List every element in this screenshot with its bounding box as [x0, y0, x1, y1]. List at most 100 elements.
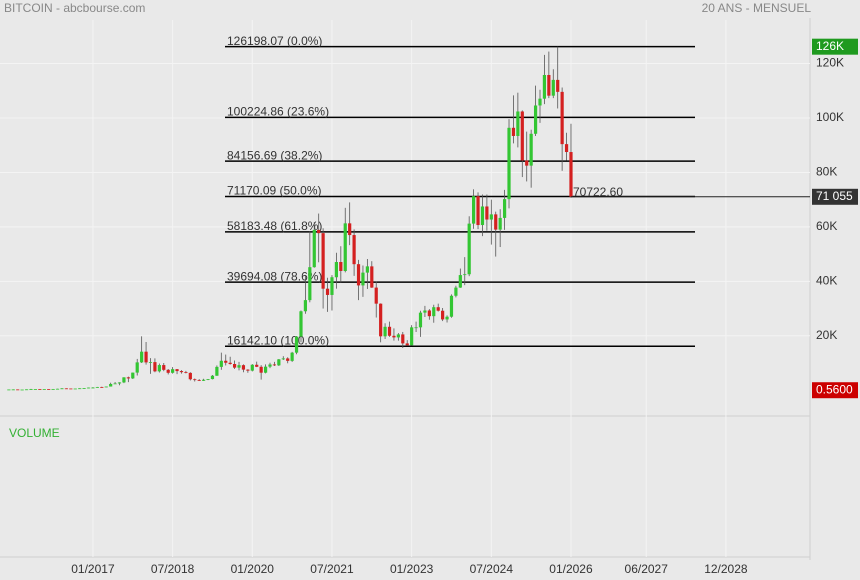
candle-body: [135, 362, 139, 373]
candle-body: [197, 380, 201, 381]
volume-label: VOLUME: [9, 426, 60, 440]
candle-body: [24, 389, 29, 391]
candle-body: [104, 386, 108, 388]
period-label: 20 ANS - MENSUEL: [702, 1, 812, 15]
candle-body: [11, 389, 15, 391]
x-tick-label: 06/2027: [625, 562, 669, 576]
candle-body: [193, 379, 197, 381]
candle-body: [383, 326, 387, 337]
candle-body: [95, 386, 99, 388]
candle-body: [361, 272, 365, 286]
candle-body: [423, 310, 427, 313]
y-tick-label: 100K: [816, 110, 844, 124]
start-price-box: [812, 382, 858, 399]
x-tick-label: 01/2026: [549, 562, 593, 576]
x-tick-label: 12/2028: [704, 562, 748, 576]
candle-body: [175, 369, 179, 372]
candle-body: [263, 366, 268, 373]
chart-title: BITCOIN - abcbourse.com: [4, 1, 145, 15]
candle-body: [219, 360, 223, 367]
candle-body: [215, 366, 219, 376]
last-price: 71 055: [816, 189, 853, 203]
candle-body: [303, 300, 308, 312]
candle-body: [330, 277, 334, 295]
candle-body: [250, 364, 254, 371]
candle-body: [458, 275, 462, 288]
candle-body: [82, 388, 86, 390]
candle-body: [86, 387, 91, 389]
x-tick-label: 07/2018: [151, 562, 195, 576]
fib-label: 126198.07 (0.0%): [227, 34, 322, 48]
candle-body: [109, 383, 113, 387]
candle-body: [370, 266, 374, 288]
candle-body: [432, 307, 436, 317]
candle-body: [148, 362, 153, 363]
candle-body: [286, 358, 290, 361]
candle-body: [564, 144, 569, 153]
candle-body: [55, 388, 60, 390]
candle-body: [379, 303, 383, 337]
candle-body: [529, 133, 533, 166]
candle-body: [569, 152, 573, 197]
candle-body: [117, 382, 122, 384]
candle-body: [356, 264, 361, 286]
candle-body: [551, 79, 555, 96]
candle-body: [441, 310, 445, 320]
candle-body: [463, 274, 467, 276]
candle-body: [281, 358, 285, 360]
candle-body: [42, 389, 46, 390]
candle-body: [321, 233, 325, 289]
candle-body: [392, 335, 396, 338]
candle-body: [525, 160, 529, 166]
candle-body: [410, 327, 414, 346]
high-marker: 126K: [816, 39, 844, 53]
candle-body: [511, 127, 516, 136]
x-tick-label: 07/2024: [470, 562, 514, 576]
x-tick-label: 01/2023: [390, 562, 434, 576]
candle-body: [374, 287, 378, 304]
last-price-box: [812, 188, 858, 205]
candle-body: [294, 336, 299, 353]
y-tick-label: 80K: [816, 165, 837, 179]
candle-body: [7, 389, 11, 391]
candle-body: [38, 389, 42, 390]
candle-body: [224, 360, 228, 363]
candle-body: [533, 105, 538, 134]
candle-body: [352, 235, 356, 265]
candle-body: [502, 199, 507, 218]
candle-body: [202, 379, 206, 381]
x-tick-label: 07/2021: [310, 562, 354, 576]
candle-body: [157, 365, 161, 372]
candle-body: [396, 334, 400, 338]
candle-body: [467, 223, 471, 275]
grid: [0, 20, 810, 557]
candle-body: [268, 364, 272, 367]
candle-body: [476, 196, 480, 225]
candle-body: [140, 351, 144, 363]
candle-body: [520, 111, 524, 161]
candle-body: [414, 327, 418, 329]
candle-body: [259, 366, 263, 373]
candle-body: [418, 312, 423, 328]
candle-body: [454, 287, 458, 296]
candle-body: [171, 369, 175, 373]
candle-body: [401, 334, 405, 344]
candle-body: [78, 388, 82, 390]
candle-body: [184, 372, 188, 373]
candle-body: [210, 375, 215, 380]
candle-body: [436, 307, 440, 311]
candle-body: [308, 267, 312, 301]
candle-body: [365, 266, 369, 273]
candle-body: [348, 223, 352, 236]
candle-body: [64, 388, 68, 390]
candle-body: [255, 364, 259, 367]
candle-body: [299, 311, 303, 337]
fib-label: 39694.08 (78.6%): [227, 269, 322, 283]
candle-body: [507, 127, 511, 200]
start-price: 0.5600: [816, 382, 853, 396]
x-tick-label: 01/2017: [71, 562, 115, 576]
candle-body: [556, 79, 560, 92]
candle-body: [73, 388, 77, 390]
candle-body: [113, 383, 117, 385]
fib-label: 71170.09 (50.0%): [227, 184, 322, 198]
